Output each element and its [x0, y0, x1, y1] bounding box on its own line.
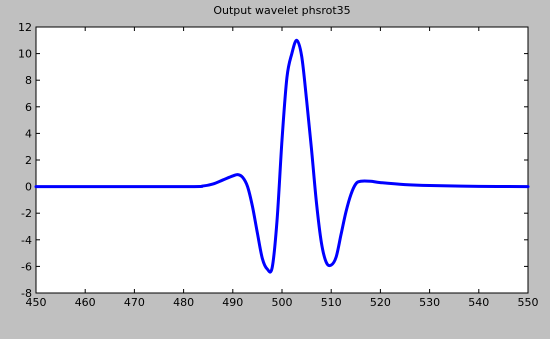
y-tick-label: 10	[18, 48, 32, 61]
chart-title: Output wavelet phsrot35	[213, 4, 350, 17]
y-tick-label: 2	[25, 154, 32, 167]
y-tick-label: 12	[18, 21, 32, 34]
x-tick-label: 550	[518, 296, 539, 309]
x-tick-label: 460	[75, 296, 96, 309]
y-tick-label: -6	[21, 260, 32, 273]
x-tick-label: 490	[222, 296, 243, 309]
x-tick-label: 530	[419, 296, 440, 309]
y-tick-label: -8	[21, 287, 32, 300]
x-axis: 450 460 470 480 490 500 510 520 530 540 550	[26, 27, 539, 309]
x-tick-label: 450	[26, 296, 47, 309]
y-tick-label: 4	[25, 127, 32, 140]
series-line-0	[34, 38, 530, 274]
x-tick-label: 470	[124, 296, 145, 309]
y-tick-label: 6	[25, 101, 32, 114]
y-tick-label: 0	[25, 181, 32, 194]
y-axis: -8 -6 -4 -2 0 2 4 6 8 10 12	[18, 21, 528, 300]
y-tick-label: -4	[21, 234, 32, 247]
x-tick-label: 520	[370, 296, 391, 309]
x-tick-label: 480	[173, 296, 194, 309]
x-tick-label: 540	[468, 296, 489, 309]
series-layer	[34, 38, 530, 274]
y-tick-label: 8	[25, 74, 32, 87]
x-tick-label: 510	[321, 296, 342, 309]
y-tick-label: -2	[21, 207, 32, 220]
x-tick-label: 500	[272, 296, 293, 309]
